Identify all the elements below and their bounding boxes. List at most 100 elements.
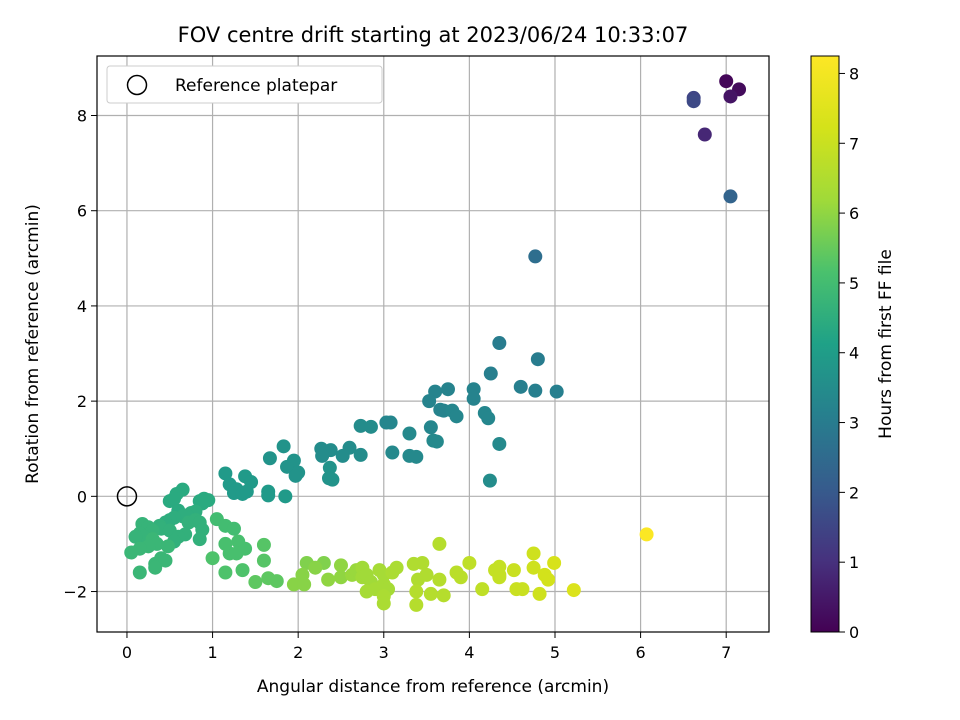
chart-title: FOV centre drift starting at 2023/06/24 … [178,23,689,47]
data-point [192,532,207,547]
data-point [409,584,424,599]
data-point [462,555,477,570]
colorbar-tick-label: 7 [849,134,859,153]
colorbar-gradient [810,55,840,633]
data-point [719,74,734,89]
x-tick-label: 5 [550,643,560,662]
data-point [276,439,291,454]
data-point [158,553,173,568]
data-point [218,466,233,481]
data-point [278,489,293,504]
data-point [161,539,176,554]
data-point [218,565,233,580]
data-point [532,586,547,601]
data-point [541,572,556,587]
data-point [409,449,424,464]
data-point [528,383,543,398]
data-point [547,555,562,570]
data-point [492,559,507,574]
plot-frame [96,55,770,633]
data-point [205,551,220,566]
colorbar-tick-label: 0 [849,623,859,642]
data-point [148,560,163,575]
y-tick-label: 6 [77,202,87,221]
legend: Reference platepar [106,65,383,104]
data-point [492,336,507,351]
data-point [288,468,303,483]
data-point [389,560,404,575]
colorbar-tick-label: 2 [849,483,859,502]
colorbar-ticks: 0 1 2 3 4 5 6 7 8 [839,64,859,642]
data-point [353,447,368,462]
data-point [723,89,738,104]
colorbar-tick-label: 3 [849,414,859,433]
data-point [513,379,528,394]
data-point [262,451,277,466]
data-point [697,127,712,142]
data-point [526,546,541,561]
data-point [128,529,143,544]
data-point [315,448,330,463]
data-point [297,577,312,592]
data-point [506,563,521,578]
data-point [432,572,447,587]
data-point [639,527,654,542]
data-point [423,586,438,601]
data-point [723,189,738,204]
data-point [229,546,244,561]
data-point [526,560,541,575]
data-point [124,545,139,560]
colorbar-tick-label: 1 [849,553,859,572]
x-axis-label: Angular distance from reference (arcmin) [257,677,609,697]
data-point [335,448,350,463]
data-point [376,596,391,611]
data-point [415,555,430,570]
data-point [402,426,417,441]
data-point [132,565,147,580]
data-point [280,459,295,474]
y-axis-label: Rotation from reference (arcmin) [23,204,43,484]
data-point [515,582,530,597]
x-tick-label: 4 [464,643,474,662]
data-point [549,384,564,399]
data-point [481,411,496,426]
colorbar-tick-label: 5 [849,274,859,293]
data-point [385,445,400,460]
data-point [353,418,368,433]
reference-platepar-marker [116,486,138,507]
colorbar-tick-label: 6 [849,204,859,223]
y-tick-label: 8 [77,107,87,126]
data-point [325,472,340,487]
x-tick-label: 1 [207,643,217,662]
data-point [226,521,241,536]
data-point [322,460,337,475]
data-point [566,583,581,598]
data-point [261,488,276,503]
data-point [218,536,233,551]
data-point [167,491,182,506]
colorbar-label: Hours from first FF file [876,249,896,439]
data-point [475,582,490,597]
data-point [383,415,398,430]
data-point [333,558,348,573]
data-point [256,553,271,568]
data-point [432,536,447,551]
x-tick-label: 0 [122,643,132,662]
colorbar: 0 1 2 3 4 5 6 7 8 Hours from first FF file [810,55,896,642]
data-point [409,597,424,612]
data-point [483,366,498,381]
legend-box [106,65,383,104]
legend-marker-icon [126,74,148,96]
data-point [286,577,301,592]
data-point [482,473,497,488]
data-point [429,434,444,449]
x-tick-label: 2 [293,643,303,662]
data-points [124,74,747,612]
x-tick-label: 3 [379,643,389,662]
data-point [239,484,254,499]
data-point [492,570,507,585]
data-point [333,570,348,585]
plot-area [97,56,769,632]
data-point [363,419,378,434]
